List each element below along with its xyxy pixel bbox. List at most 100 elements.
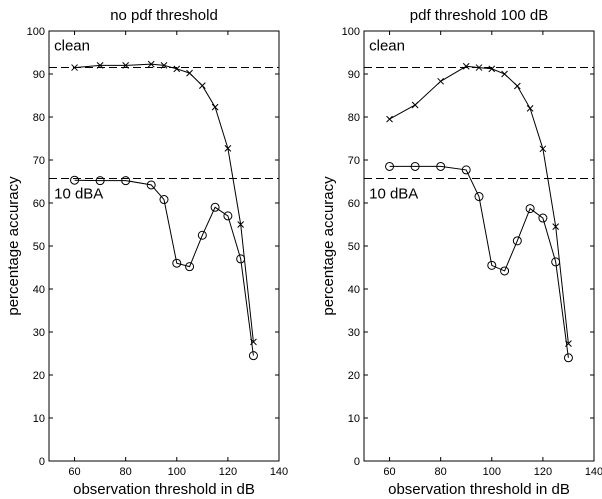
data-point-circle xyxy=(487,260,497,270)
y-tick-label: 20 xyxy=(348,370,360,382)
series-line-circle xyxy=(74,179,254,356)
data-point-cross xyxy=(475,64,483,71)
data-point-cross xyxy=(488,65,496,73)
x-tick-label: 140 xyxy=(585,466,602,478)
data-point-cross xyxy=(501,70,508,78)
data-point-circle xyxy=(236,254,246,264)
y-tick-label: 100 xyxy=(27,26,45,38)
data-point-circle xyxy=(563,353,573,363)
y-axis-label: percentage accuracy xyxy=(5,176,22,316)
y-tick-label: 80 xyxy=(33,112,45,124)
y-tick-label: 0 xyxy=(39,456,45,468)
data-point-cross xyxy=(411,101,419,109)
cross-stroke xyxy=(198,82,206,89)
data-point-circle xyxy=(197,230,207,240)
data-point-cross xyxy=(224,145,232,152)
cross-stroke xyxy=(71,64,78,71)
data-point-circle xyxy=(538,213,548,223)
cross-stroke xyxy=(462,62,470,70)
series-line-cross xyxy=(389,65,569,344)
x-tick-label: 60 xyxy=(68,466,80,478)
plot-frame xyxy=(48,30,280,462)
x-tick-label: 120 xyxy=(534,466,552,478)
data-point-circle xyxy=(551,257,561,267)
annotation-label: 10 dBA xyxy=(54,186,103,203)
y-tick-label: 40 xyxy=(348,284,360,296)
cross-stroke xyxy=(386,115,393,123)
y-tick-label: 70 xyxy=(348,155,360,167)
x-tick-label: 60 xyxy=(383,466,395,478)
y-tick-label: 0 xyxy=(354,456,360,468)
data-point-circle xyxy=(385,161,395,171)
data-point-circle xyxy=(248,351,258,361)
data-point-circle xyxy=(95,176,105,186)
cross-stroke xyxy=(526,105,534,112)
data-point-cross xyxy=(437,77,445,85)
x-tick-label: 100 xyxy=(168,466,186,478)
annotation-label: clean xyxy=(54,37,90,54)
data-point-circle xyxy=(436,161,446,171)
data-point-circle xyxy=(159,195,169,205)
y-tick-label: 50 xyxy=(33,241,45,253)
y-tick-label: 20 xyxy=(33,370,45,382)
chart-panel-2: pdf threshold 100 dB observation threshol… xyxy=(320,7,602,498)
data-point-cross xyxy=(122,62,130,69)
data-point-cross xyxy=(237,221,245,228)
y-tick-label: 10 xyxy=(33,413,45,425)
annotation-label: 10 dBA xyxy=(369,186,418,203)
y-tick-label: 10 xyxy=(348,413,360,425)
cross-stroke xyxy=(475,64,483,71)
data-point-cross xyxy=(539,145,547,153)
cross-stroke xyxy=(552,223,560,231)
data-point-circle xyxy=(410,161,420,171)
cross-stroke xyxy=(173,65,181,73)
data-point-cross xyxy=(147,60,155,68)
cross-stroke xyxy=(211,103,219,111)
data-point-cross xyxy=(198,82,206,89)
x-axis-label: observation threshold in dB xyxy=(73,481,255,498)
y-tick-label: 100 xyxy=(342,26,360,38)
data-point-circle xyxy=(210,202,220,212)
chart-title: no pdf threshold xyxy=(110,7,218,24)
x-tick-label: 100 xyxy=(483,466,501,478)
cross-stroke xyxy=(501,70,508,78)
x-tick-label: 120 xyxy=(219,466,237,478)
data-point-cross xyxy=(386,115,393,123)
y-axis-label: percentage accuracy xyxy=(320,176,337,316)
x-tick-label: 80 xyxy=(120,466,132,478)
y-tick-label: 50 xyxy=(348,241,360,253)
data-point-circle xyxy=(70,175,80,185)
data-point-circle xyxy=(500,266,510,276)
cross-stroke xyxy=(437,77,445,85)
data-point-circle xyxy=(474,192,484,202)
chart-title: pdf threshold 100 dB xyxy=(410,7,548,24)
data-point-circle xyxy=(172,258,182,268)
data-point-cross xyxy=(552,223,560,231)
cross-stroke xyxy=(96,62,104,69)
y-tick-label: 30 xyxy=(33,327,45,339)
cross-stroke xyxy=(147,60,155,68)
y-tick-label: 30 xyxy=(348,327,360,339)
data-point-cross xyxy=(96,62,104,69)
y-tick-label: 90 xyxy=(348,69,360,81)
data-point-circle xyxy=(461,165,471,175)
data-point-cross xyxy=(513,82,521,90)
cross-stroke xyxy=(224,145,232,152)
cross-stroke xyxy=(237,221,245,228)
x-tick-label: 140 xyxy=(270,466,288,478)
y-tick-label: 80 xyxy=(348,112,360,124)
data-point-cross xyxy=(462,62,470,70)
data-point-cross xyxy=(526,105,534,112)
data-point-cross xyxy=(160,62,168,69)
x-axis-label: observation threshold in dB xyxy=(388,481,570,498)
cross-stroke xyxy=(513,82,521,90)
cross-stroke xyxy=(122,62,130,69)
data-point-circle xyxy=(146,180,156,190)
data-point-cross xyxy=(186,69,193,77)
plot-frame xyxy=(363,30,595,462)
data-point-cross xyxy=(71,64,78,71)
data-point-circle xyxy=(121,176,131,186)
cross-stroke xyxy=(160,62,168,69)
data-point-circle xyxy=(185,262,195,272)
